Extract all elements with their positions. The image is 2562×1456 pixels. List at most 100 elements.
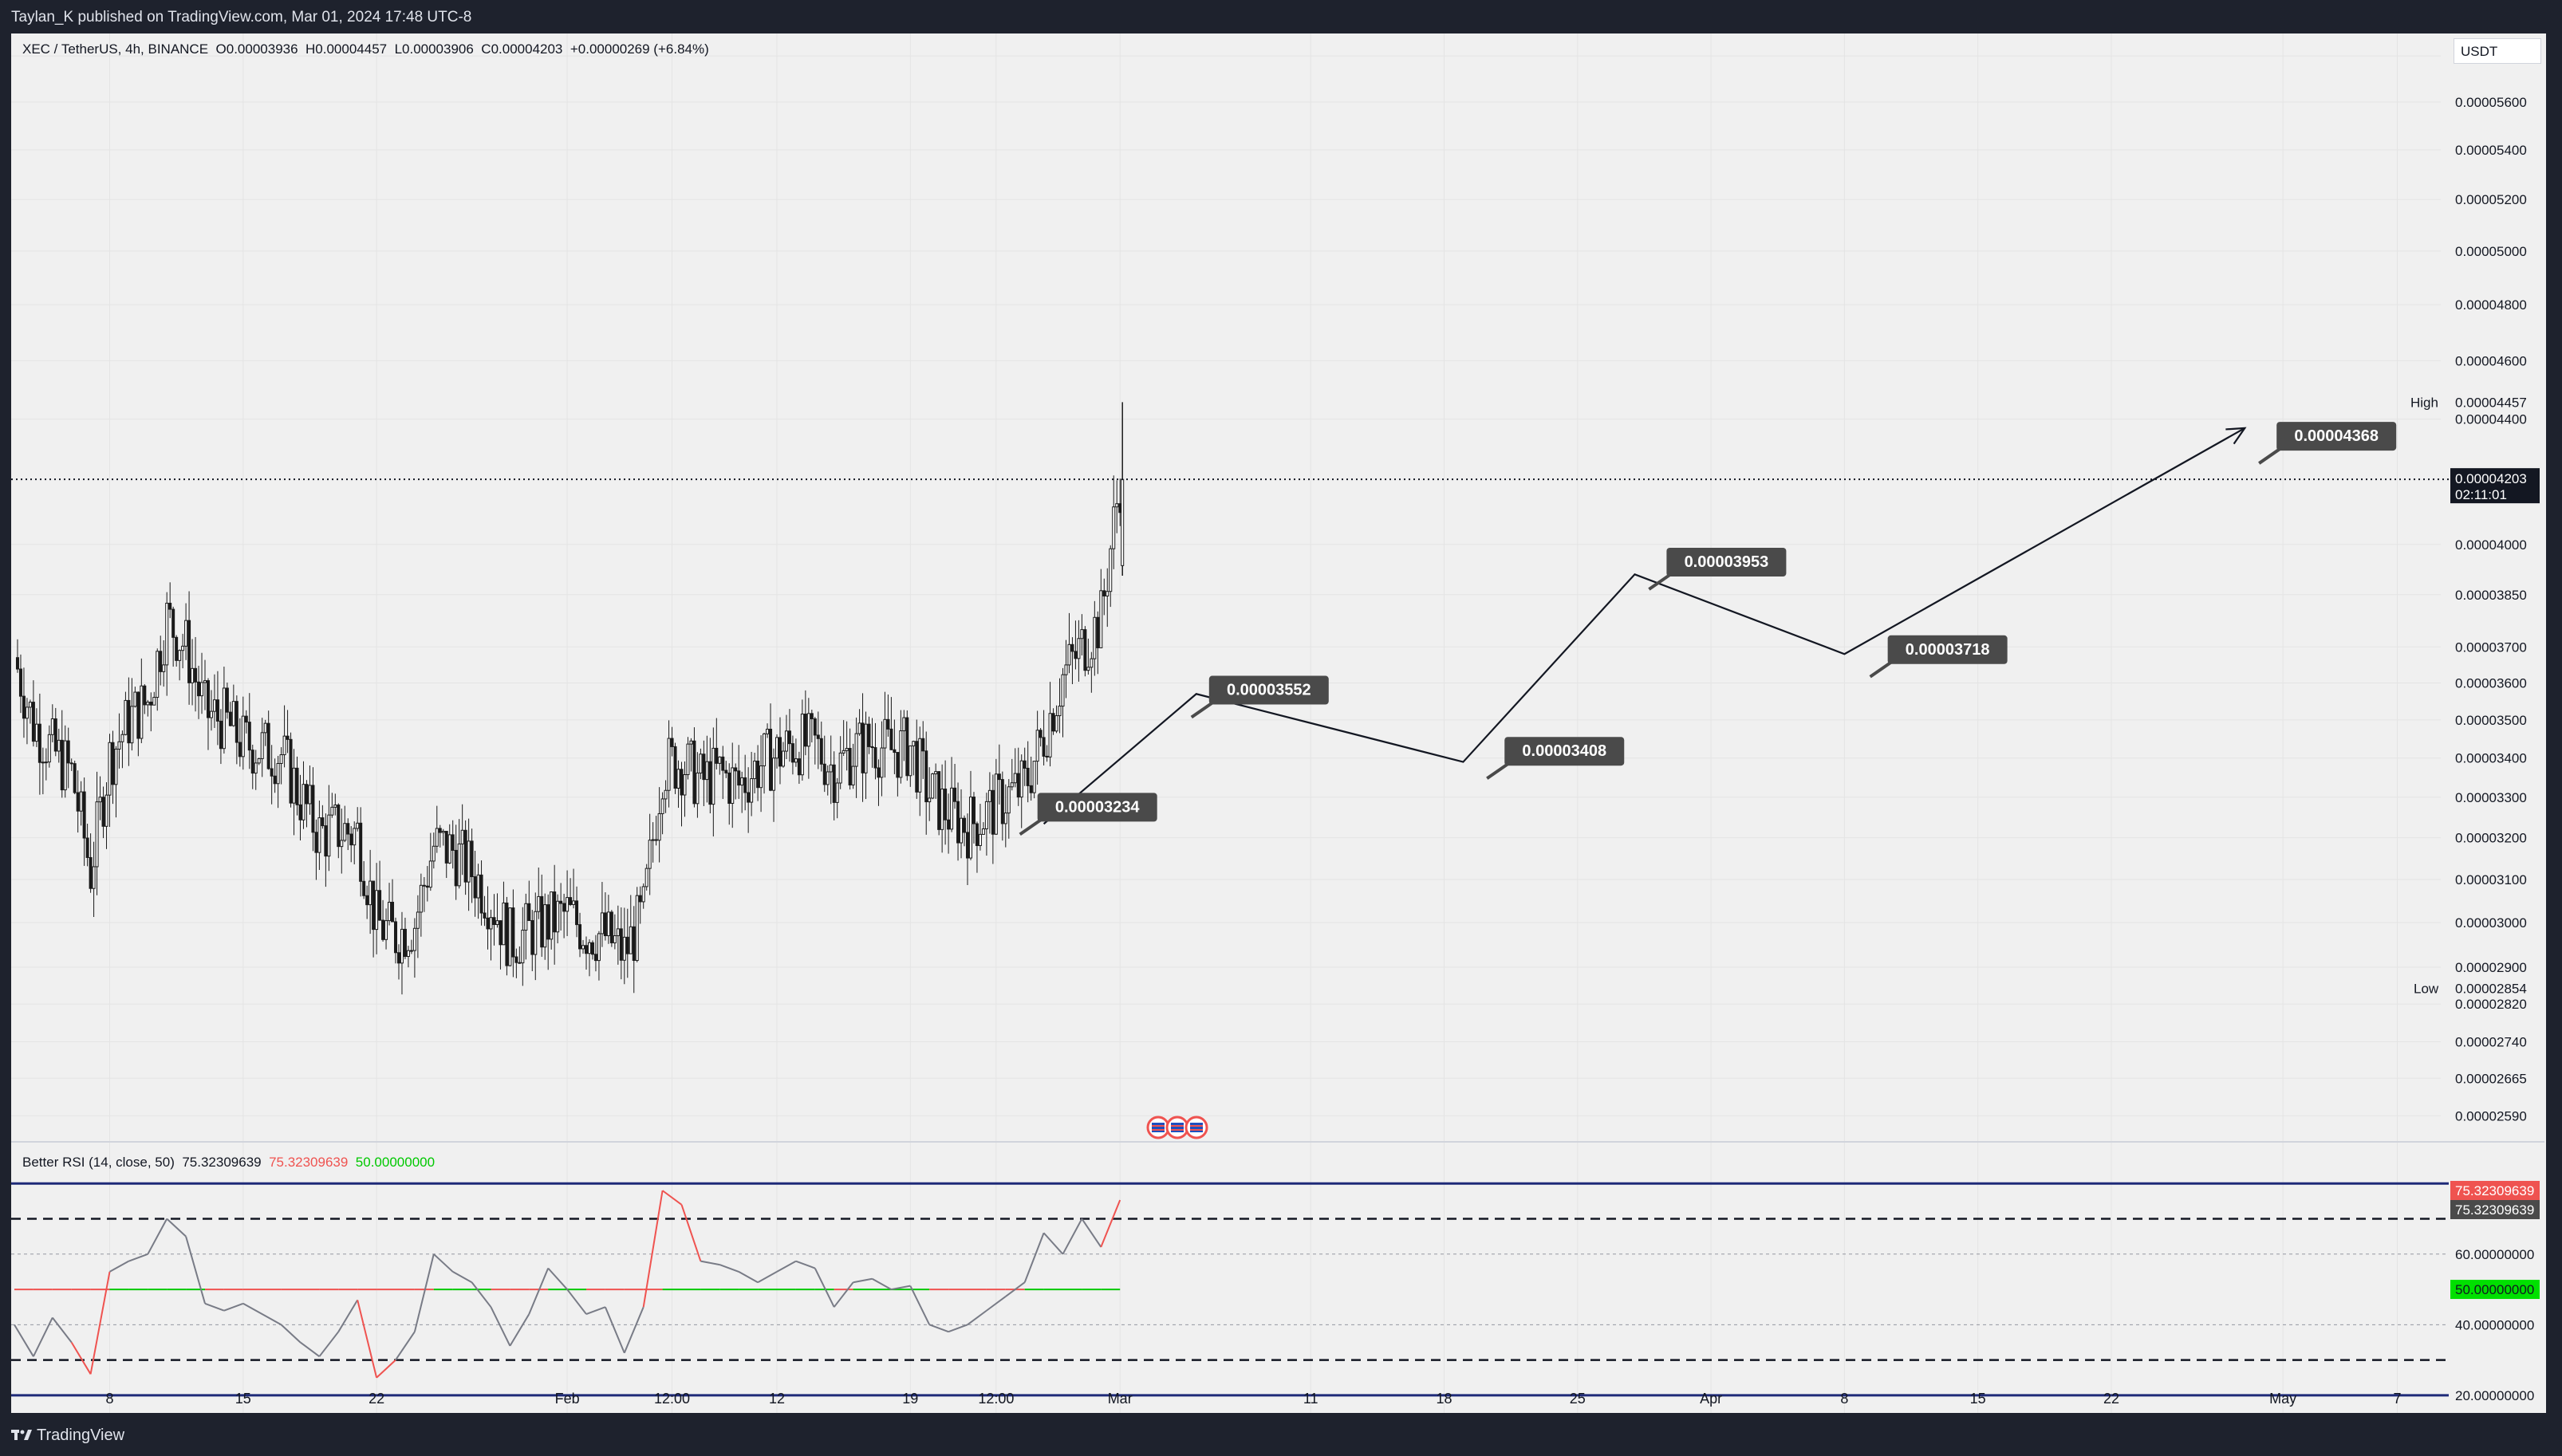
candle-body (1061, 674, 1065, 707)
rsi-axis-label: 40.00000000 (2455, 1317, 2534, 1332)
y-tick-label: 0.00003300 (2455, 790, 2527, 805)
candle-body (353, 828, 357, 846)
candle-body (82, 791, 86, 839)
candle-body (391, 901, 395, 923)
candle-body (880, 747, 884, 778)
y-tick-label: 0.00003700 (2455, 639, 2527, 655)
candle-body (235, 701, 238, 743)
candle-body (514, 956, 518, 963)
time-axis[interactable]: 8 15 22 Feb 12:00 12 19 12:00 Mar 11 18 25 Apr 8 15 22 M… (105, 1391, 2401, 1407)
candle-body (130, 706, 134, 744)
last-price-value: 0.00004203 (2455, 471, 2527, 486)
candle-body (718, 756, 722, 764)
candle-body (203, 680, 207, 683)
high-label: High (2410, 395, 2438, 410)
candle-body (314, 832, 318, 853)
candle-body (978, 833, 982, 846)
candle-body (406, 950, 410, 958)
candle-body (165, 602, 169, 666)
y-tick-label: 0.00005000 (2455, 244, 2527, 259)
candle-body (660, 798, 664, 814)
rsi-line-segment (33, 1317, 53, 1357)
candle-body (854, 733, 858, 767)
rsi-line-segment (70, 1341, 92, 1375)
candle-body (432, 845, 436, 862)
candle-body (460, 829, 464, 844)
candle-body (734, 767, 738, 772)
candle-body (994, 773, 998, 835)
annotation-pointer (1486, 762, 1509, 780)
rsi-line-segment (623, 1306, 644, 1354)
candle-body (810, 713, 814, 720)
candle-body (899, 730, 903, 778)
candle-body (1045, 755, 1049, 758)
candle-body (934, 771, 938, 775)
candle-body (572, 900, 576, 905)
candle-body (835, 782, 839, 803)
low-label: Low (2414, 981, 2439, 996)
candle-body (766, 728, 770, 734)
candle-body (375, 890, 379, 931)
currency-selector[interactable]: USDT (2454, 38, 2541, 64)
candle-body (740, 777, 744, 786)
candle-body (603, 912, 607, 937)
candle-body (581, 945, 585, 950)
candle-body (257, 758, 261, 764)
candle-body (321, 817, 325, 827)
candle-body (508, 907, 512, 966)
candle-body (870, 746, 874, 749)
candle-body (896, 752, 900, 778)
x-tick-label: 8 (105, 1391, 113, 1407)
candle-body (981, 828, 985, 835)
candle-body (648, 840, 652, 869)
candle-body (388, 901, 392, 922)
candle-body (73, 763, 77, 793)
footer-brand[interactable]: TradingView (37, 1426, 125, 1444)
rsi-line-segment (833, 1281, 854, 1308)
candle-body (212, 699, 216, 712)
candle-body (1051, 713, 1055, 732)
candle-body (1048, 713, 1052, 758)
event-flags[interactable] (1146, 1116, 1208, 1139)
rsi-legend-value-3: 50.00000000 (355, 1155, 436, 1170)
candle-body (356, 822, 360, 829)
candle-body (184, 620, 188, 647)
rsi-line-segment (318, 1331, 340, 1357)
candle-body (711, 747, 715, 805)
rsi-line-segment (680, 1204, 702, 1261)
candle-body (89, 856, 93, 889)
candle-body (676, 769, 680, 789)
rsi-line-segment (757, 1271, 778, 1284)
candle-body (924, 750, 928, 803)
candle-body (518, 962, 522, 964)
rsi-axis-badge (2450, 1180, 2540, 1200)
rsi-line-segment (1043, 1232, 1064, 1255)
rsi-line-segment (204, 1302, 225, 1312)
candle-body (928, 797, 932, 803)
price-axis[interactable]: 0.000058000.000056000.000054000.00005200… (2410, 49, 2540, 1403)
rsi-line-segment (662, 1190, 683, 1206)
candle-body (950, 787, 954, 830)
rsi-legend-name[interactable]: Better RSI (14, close, 50) (22, 1155, 175, 1170)
legend-change: +0.00000269 (+6.84%) (570, 41, 709, 57)
candle-body (778, 737, 782, 767)
x-tick-label: 19 (902, 1391, 918, 1407)
candle-body (209, 710, 213, 718)
candle-body (644, 868, 648, 887)
candle-body (372, 880, 376, 931)
flag-icon-field (1152, 1123, 1165, 1132)
candle-body (346, 823, 350, 835)
candle-body (279, 754, 283, 764)
candle-body (425, 885, 429, 888)
rsi-line-segment (814, 1268, 835, 1308)
legend-symbol[interactable]: XEC / TetherUS, 4h, BINANCE (22, 41, 209, 57)
candle-body (483, 912, 487, 919)
x-tick-label: Apr (1700, 1391, 1722, 1407)
y-tick-label: 0.00004000 (2455, 537, 2527, 553)
rsi-line-segment (853, 1277, 873, 1284)
candle-body (511, 907, 515, 958)
candle-body (292, 767, 296, 804)
candle-body (1000, 779, 1004, 824)
candle-body (940, 789, 944, 830)
